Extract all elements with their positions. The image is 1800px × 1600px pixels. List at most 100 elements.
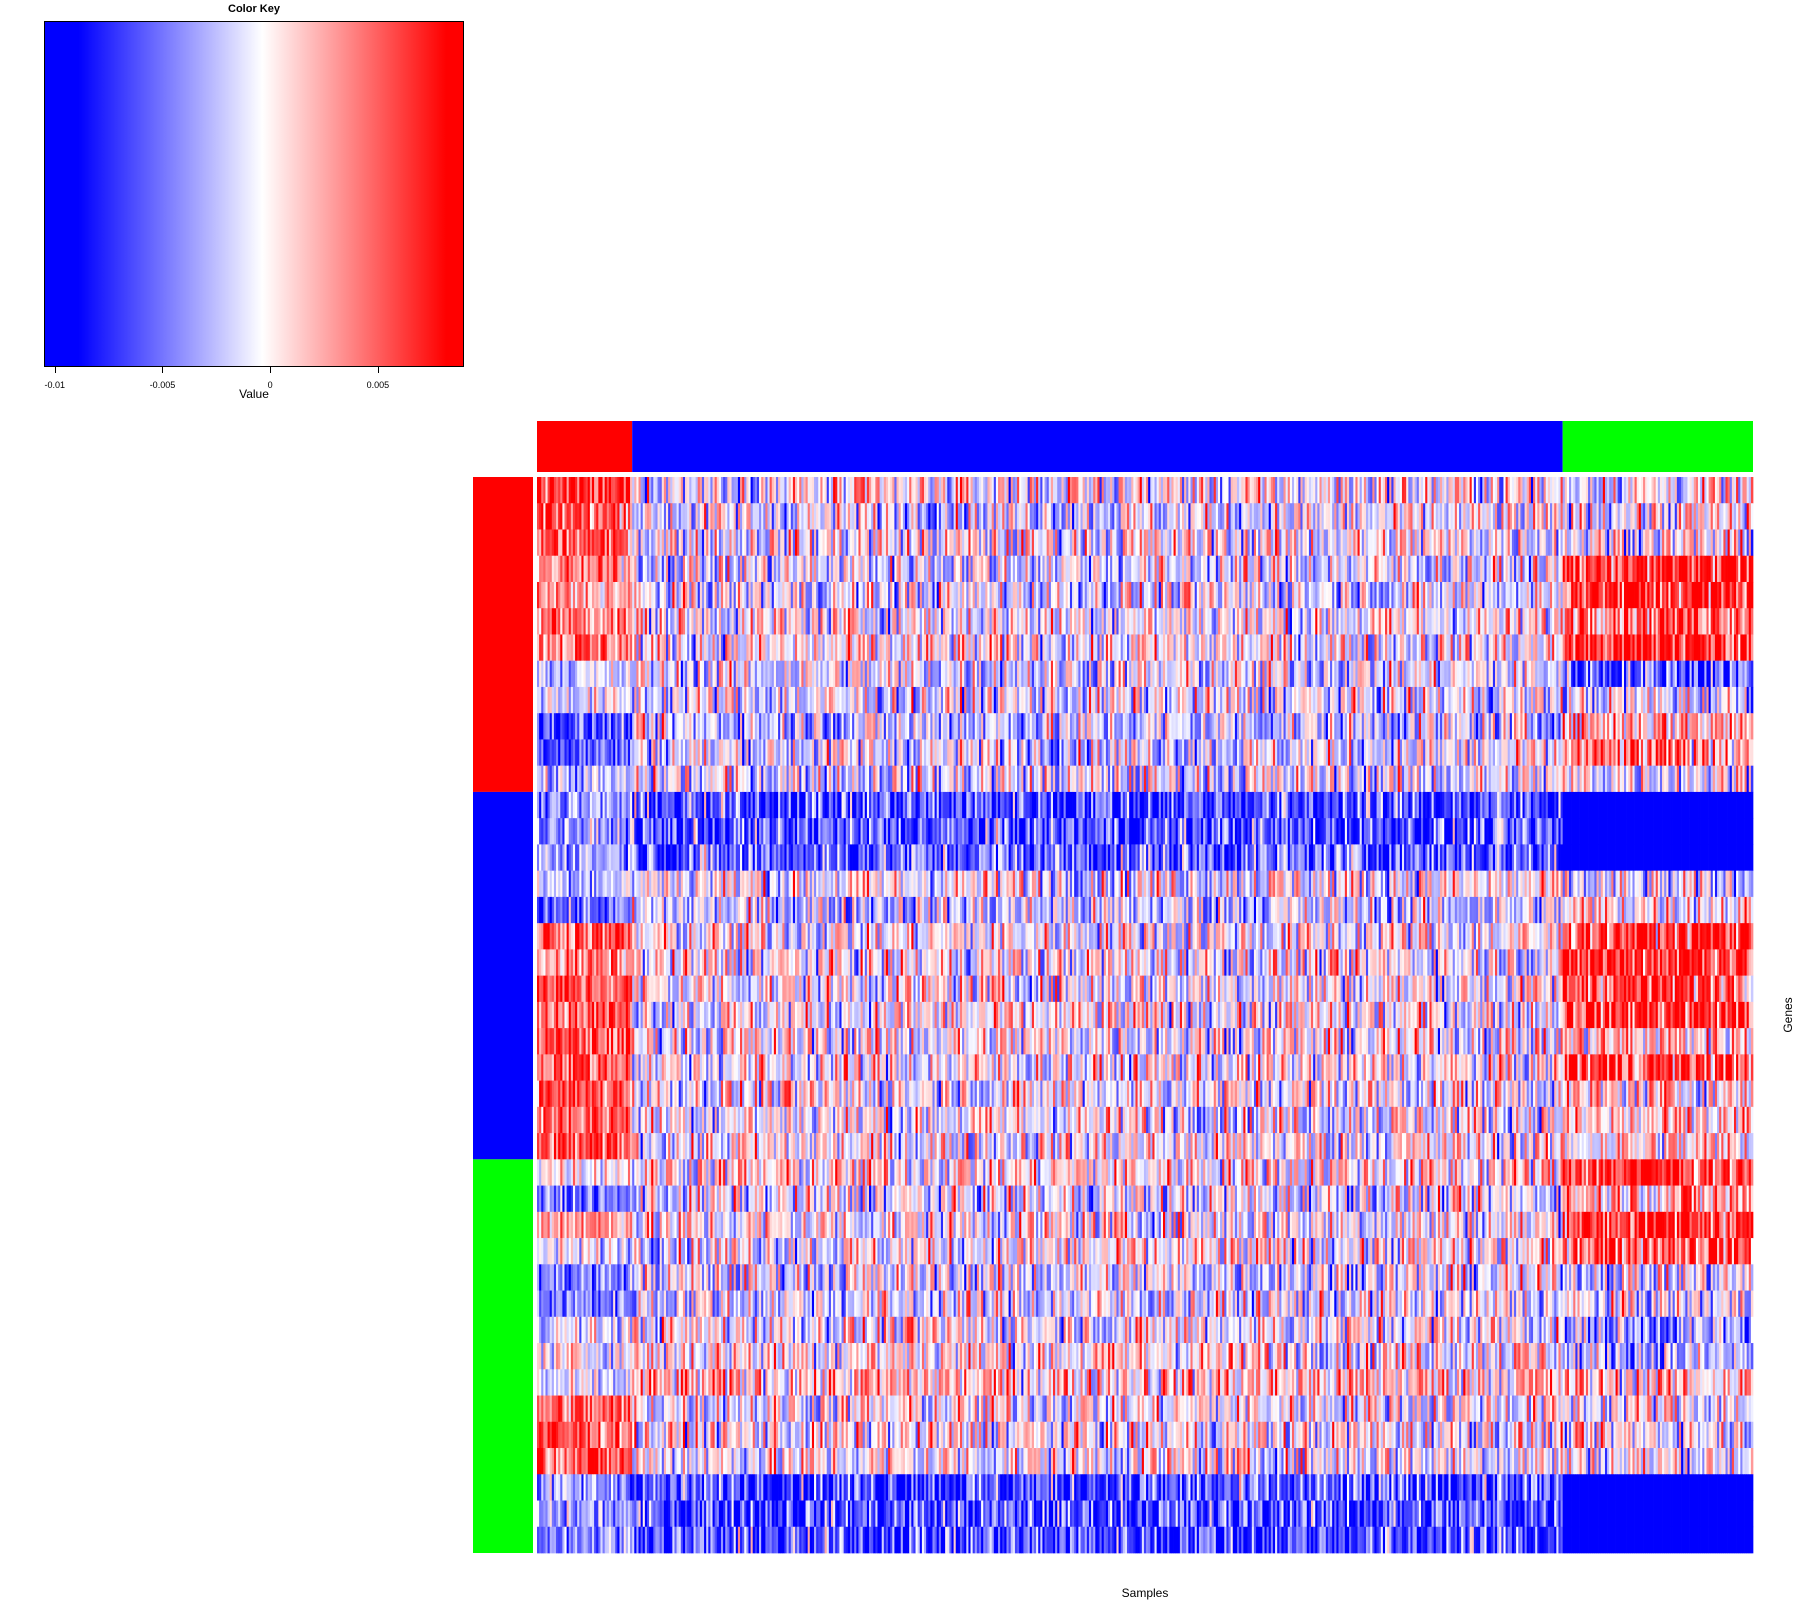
heatmap-cell	[1235, 477, 1237, 504]
heatmap-cell	[1085, 582, 1087, 609]
heatmap-cell	[958, 477, 960, 504]
heatmap-cell	[1641, 529, 1643, 556]
heatmap-cell	[636, 608, 638, 635]
heatmap-cell	[1628, 503, 1630, 530]
heatmap-cell	[1668, 608, 1670, 635]
heatmap-cell	[1045, 529, 1047, 556]
heatmap-cell	[928, 582, 930, 609]
heatmap-cell	[842, 477, 844, 504]
heatmap-cell	[1580, 556, 1582, 583]
heatmap-cell	[706, 477, 708, 504]
heatmap-cell	[1499, 477, 1501, 504]
heatmap-cell	[1064, 556, 1066, 583]
heatmap-cell	[886, 529, 888, 556]
heatmap-cell	[1643, 529, 1645, 556]
heatmap-cell	[1529, 503, 1531, 530]
heatmap-cell	[1607, 477, 1609, 504]
heatmap-cell	[1687, 503, 1689, 530]
heatmap-cell	[1328, 477, 1330, 504]
heatmap-cell	[835, 608, 837, 635]
heatmap-cell	[799, 477, 801, 504]
heatmap-cell	[918, 503, 920, 530]
heatmap-cell	[968, 582, 970, 609]
heatmap-cell	[543, 529, 545, 556]
heatmap-cell	[1015, 556, 1017, 583]
heatmap-cell	[1613, 608, 1615, 635]
heatmap-cell	[1683, 529, 1685, 556]
heatmap-cell	[539, 529, 541, 556]
heatmap-cell	[1284, 608, 1286, 635]
heatmap-cell	[641, 608, 643, 635]
heatmap-cell	[1694, 477, 1696, 504]
heatmap-cell	[732, 556, 734, 583]
heatmap-cell	[1554, 529, 1556, 556]
heatmap-cell	[1592, 503, 1594, 530]
heatmap-cell	[1339, 503, 1341, 530]
heatmap-cell	[1662, 608, 1664, 635]
heatmap-cell	[556, 556, 558, 583]
heatmap-cell	[1704, 582, 1706, 609]
heatmap-cell	[782, 582, 784, 609]
heatmap-cell	[1305, 529, 1307, 556]
heatmap-cell	[1671, 608, 1673, 635]
heatmap-cell	[1131, 529, 1133, 556]
heatmap-cell	[1558, 608, 1560, 635]
heatmap-cell	[1453, 556, 1455, 583]
heatmap-cell	[1573, 503, 1575, 530]
heatmap-cell	[662, 634, 664, 661]
heatmap-cell	[842, 556, 844, 583]
heatmap-cell	[1226, 529, 1228, 556]
heatmap-cell	[975, 556, 977, 583]
heatmap-cell	[1429, 556, 1431, 583]
heatmap-cell	[626, 477, 628, 504]
heatmap-cell	[1066, 582, 1068, 609]
heatmap-cell	[795, 582, 797, 609]
heatmap-cell	[1702, 503, 1704, 530]
heatmap-cell	[1575, 529, 1577, 556]
heatmap-cell	[1432, 503, 1434, 530]
heatmap-cell	[577, 608, 579, 635]
heatmap-cell	[842, 608, 844, 635]
heatmap-cell	[1212, 556, 1214, 583]
heatmap-cell	[1569, 608, 1571, 635]
heatmap-cell	[852, 503, 854, 530]
heatmap-cell	[1704, 608, 1706, 635]
heatmap-cell	[687, 503, 689, 530]
heatmap-cell	[1104, 556, 1106, 583]
heatmap-cell	[1330, 582, 1332, 609]
heatmap-cell	[1074, 582, 1076, 609]
heatmap-cell	[636, 556, 638, 583]
heatmap-cell	[554, 477, 556, 504]
heatmap-cell	[774, 556, 776, 583]
heatmap-cell	[1047, 529, 1049, 556]
heatmap-cell	[1271, 477, 1273, 504]
heatmap-cell	[1072, 503, 1074, 530]
heatmap-cell	[1267, 529, 1269, 556]
heatmap-cell	[679, 582, 681, 609]
heatmap-cell	[1157, 503, 1159, 530]
heatmap-cell	[1745, 503, 1747, 530]
heatmap-cell	[1085, 556, 1087, 583]
heatmap-cell	[1385, 582, 1387, 609]
heatmap-cell	[1176, 608, 1178, 635]
heatmap-cell	[672, 608, 674, 635]
heatmap-cell	[818, 582, 820, 609]
heatmap-cell	[886, 608, 888, 635]
heatmap-cell	[1561, 503, 1563, 530]
heatmap-cell	[1313, 503, 1315, 530]
heatmap-cell	[600, 529, 602, 556]
heatmap-cell	[968, 556, 970, 583]
heatmap-cell	[1529, 556, 1531, 583]
heatmap-cell	[732, 503, 734, 530]
heatmap-cell	[729, 503, 731, 530]
heatmap-cell	[1620, 608, 1622, 635]
heatmap-cell	[1326, 477, 1328, 504]
heatmap-cell	[1169, 582, 1171, 609]
heatmap-cell	[596, 556, 598, 583]
heatmap-cell	[643, 529, 645, 556]
heatmap-cell	[1736, 556, 1738, 583]
heatmap-cell	[617, 556, 619, 583]
heatmap-cell	[723, 634, 725, 661]
heatmap-cell	[1038, 582, 1040, 609]
heatmap-cell	[1370, 556, 1372, 583]
